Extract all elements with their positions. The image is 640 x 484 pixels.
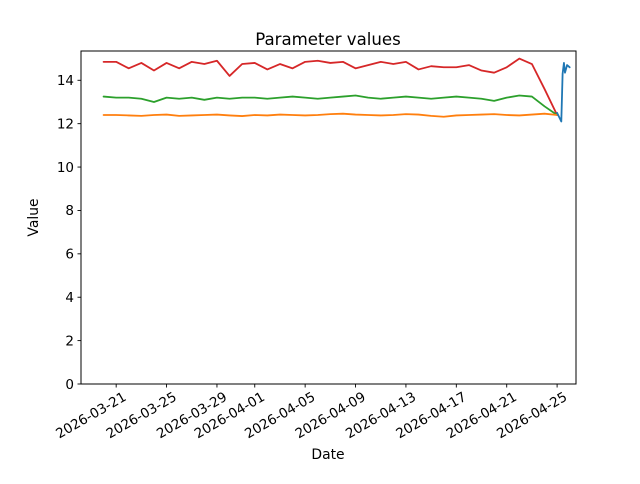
y-axis-label: Value: [26, 198, 42, 236]
y-tick-label: 0: [65, 377, 74, 393]
y-tick-label: 6: [65, 247, 74, 263]
blue-line: [556, 62, 571, 123]
chart-title: Parameter values: [255, 30, 401, 49]
green-line: [102, 94, 558, 116]
y-tick-label: 14: [57, 73, 74, 89]
red-line: [102, 57, 558, 116]
y-tick-label: 10: [57, 160, 74, 176]
y-tick-label: 2: [65, 333, 74, 349]
plot-area: 024681012142026-03-212026-03-252026-03-2…: [53, 50, 577, 442]
y-tick-label: 4: [65, 290, 74, 306]
orange-line: [102, 112, 558, 118]
axes-spines: [80, 50, 577, 385]
y-tick-label: 12: [57, 116, 74, 132]
x-axis-label: Date: [311, 447, 344, 463]
y-tick-label: 8: [65, 203, 74, 219]
